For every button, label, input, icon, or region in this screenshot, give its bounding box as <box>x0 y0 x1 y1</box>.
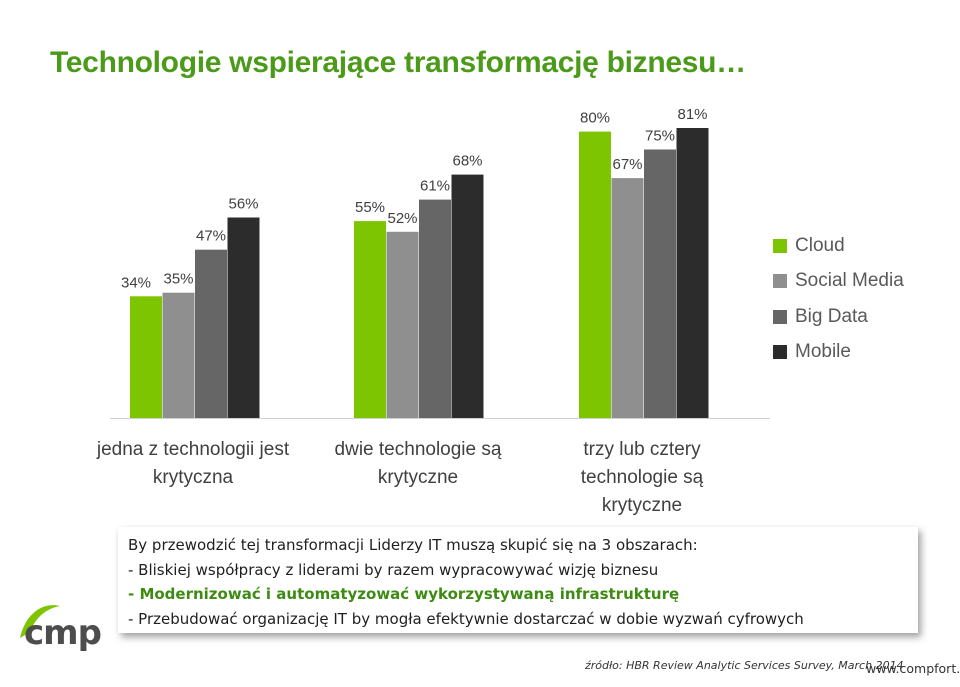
legend-swatch-mobile <box>773 345 787 360</box>
data-label: 80% <box>580 110 610 127</box>
chart-title: Technologie wspierające transformację bi… <box>50 46 746 79</box>
bar-social-media-3 <box>611 178 644 418</box>
bar-mobile-1 <box>227 217 260 418</box>
legend-label: Social Media <box>795 270 904 292</box>
bar-cloud-1 <box>130 296 162 418</box>
legend-item-big-data: Big Data <box>773 299 904 335</box>
category-label-line: jedna z technologii jest <box>96 439 290 460</box>
data-label: 68% <box>452 153 482 170</box>
bar-social-media-2 <box>386 231 419 418</box>
source-note: źródło: HBR Review Analytic Services Sur… <box>585 659 904 672</box>
data-label: 67% <box>612 156 642 173</box>
logo-text: cmp <box>24 613 101 653</box>
data-label: 47% <box>196 228 226 245</box>
bar-cloud-3 <box>579 131 611 418</box>
category-label-line: krytyczna <box>152 467 234 488</box>
bar-social-media-1 <box>162 292 195 418</box>
data-label: 34% <box>121 274 151 291</box>
category-label-three-four: trzy lub cztery technologie są krytyczne <box>522 436 762 520</box>
legend-label: Cloud <box>795 234 845 256</box>
data-label: 55% <box>355 199 385 216</box>
legend-swatch-cloud <box>773 238 787 253</box>
category-label-line: technologie są <box>580 467 704 488</box>
bar-mobile-2 <box>451 174 484 418</box>
category-label-two: dwie technologie są krytyczne <box>298 436 538 492</box>
data-label: 52% <box>387 210 417 227</box>
bar-chart: 34% 55% 80% 35% 52% 67% 47% 61% 75% 56% 68% 81% <box>110 106 770 419</box>
category-label-one: jedna z technologii jest krytyczna <box>73 436 313 492</box>
info-intro: By przewodzić tej transformacji Liderzy … <box>128 536 698 554</box>
website-link[interactable]: www.compfort.pl <box>866 661 960 676</box>
legend-item-social-media: Social Media <box>773 264 904 300</box>
bar-big-data-1 <box>195 249 227 418</box>
legend-item-cloud: Cloud <box>773 228 904 264</box>
legend-swatch-social-media <box>773 274 787 289</box>
legend-item-mobile: Mobile <box>773 335 904 371</box>
category-label-line: trzy lub cztery <box>583 439 701 460</box>
info-item: - Bliskiej współpracy z liderami by raze… <box>128 560 659 579</box>
data-label: 75% <box>645 128 675 145</box>
data-label: 35% <box>163 271 193 288</box>
logo-swoosh-icon <box>20 605 60 638</box>
bar-big-data-3 <box>644 149 676 418</box>
category-label-line: dwie technologie są <box>334 439 502 460</box>
bar-mobile-3 <box>676 128 709 418</box>
legend-swatch-big-data <box>773 309 787 324</box>
legend-label: Big Data <box>795 305 868 327</box>
category-label-line: krytyczne <box>601 495 683 516</box>
category-label-line: krytyczne <box>377 467 459 488</box>
cmp-logo: cmp <box>20 605 102 653</box>
bar-cloud-2 <box>354 221 386 418</box>
legend: Cloud Social Media Big Data Mobile <box>773 228 904 370</box>
data-label: 56% <box>228 196 258 213</box>
info-item: - Przebudować organizację IT by mogła ef… <box>128 609 804 628</box>
info-item-highlight: - Modernizować i automatyzować wykorzyst… <box>128 585 680 603</box>
info-box: By przewodzić tej transformacji Liderzy … <box>118 527 918 633</box>
legend-label: Mobile <box>795 341 851 363</box>
data-label: 61% <box>420 178 450 195</box>
data-label: 81% <box>677 106 707 123</box>
bar-big-data-2 <box>419 199 451 418</box>
